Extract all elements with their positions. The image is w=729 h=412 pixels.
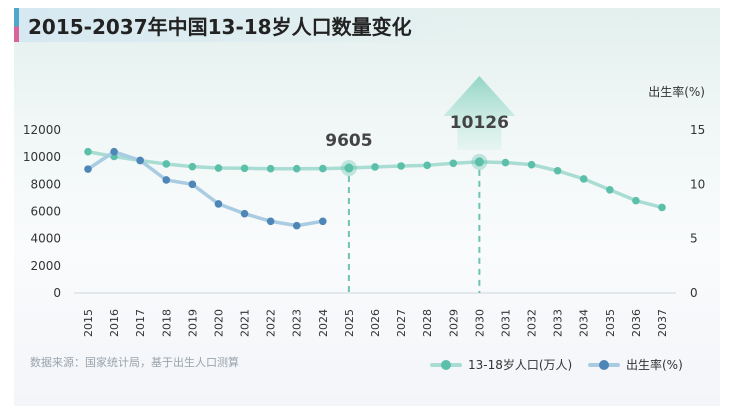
birth-rate-point-2017 <box>136 156 144 165</box>
chart-panel <box>14 8 720 406</box>
right-axis-tick-label: 10 <box>690 177 705 191</box>
highlight-point-2030 <box>474 157 484 167</box>
legend-label-population: 13-18岁人口(万人) <box>468 358 573 372</box>
birth-rate-point-2024 <box>319 217 327 226</box>
population-point-2032 <box>527 160 536 169</box>
legend-item-population: 13-18岁人口(万人) <box>430 356 572 373</box>
left-axis-tick-label: 10000 <box>23 150 61 164</box>
highlight-point-2025 <box>344 163 354 173</box>
chart-title: 2015-2037年中国13-18岁人口数量变化 <box>28 15 412 39</box>
x-axis-tick-label: 2023 <box>291 309 304 337</box>
population-point-2029 <box>449 159 458 168</box>
left-axis-tick-label: 12000 <box>23 123 61 137</box>
x-axis-tick-label: 2024 <box>317 309 330 337</box>
population-point-2035 <box>606 185 614 194</box>
birth-rate-point-2019 <box>188 180 197 189</box>
x-axis-tick-label: 2031 <box>499 309 512 337</box>
x-axis-tick-label: 2027 <box>395 309 408 337</box>
x-axis-tick-label: 2018 <box>160 309 173 337</box>
birth-rate-point-2021 <box>240 209 249 218</box>
population-point-2037 <box>658 203 666 212</box>
right-axis-tick-label: 15 <box>690 123 705 137</box>
population-point-2028 <box>423 161 431 170</box>
title-accent-bar <box>14 8 19 42</box>
x-axis-tick-label: 2035 <box>604 309 617 337</box>
population-point-2022 <box>266 164 275 173</box>
x-axis-tick-label: 2036 <box>630 309 643 337</box>
x-axis-tick-label: 2025 <box>343 309 356 337</box>
annotation-label-2025: 9605 <box>325 131 372 151</box>
legend-item-birth-rate: 出生率(%) <box>588 356 683 373</box>
birth-rate-point-2023 <box>292 221 301 230</box>
population-point-2031 <box>501 158 510 167</box>
left-axis-tick-label: 6000 <box>30 205 61 219</box>
population-point-2024 <box>319 164 327 173</box>
birth-rate-point-2016 <box>110 147 118 156</box>
population-point-2033 <box>553 166 562 175</box>
population-point-2018 <box>162 160 171 168</box>
legend-swatch-population <box>430 359 462 370</box>
birth-rate-point-2020 <box>214 200 223 208</box>
birth-rate-point-2022 <box>266 217 275 226</box>
x-axis-tick-label: 2016 <box>108 309 121 337</box>
right-axis-tick-label: 0 <box>690 286 698 300</box>
title-background <box>19 8 459 42</box>
x-axis-tick-label: 2033 <box>552 309 565 337</box>
x-axis-tick-label: 2034 <box>578 309 591 337</box>
left-axis-tick-label: 4000 <box>30 232 61 246</box>
population-point-2026 <box>371 163 379 171</box>
annotation-label-2030: 10126 <box>450 113 509 133</box>
population-point-2027 <box>397 162 405 170</box>
legend-dot-population <box>441 359 451 370</box>
legend-label-birth-rate: 出生率(%) <box>626 358 683 372</box>
x-axis-tick-label: 2022 <box>265 309 278 337</box>
birth-rate-point-2018 <box>162 176 171 184</box>
x-axis-tick-label: 2037 <box>656 309 669 337</box>
x-axis-tick-label: 2032 <box>526 309 539 337</box>
left-axis-tick-label: 8000 <box>30 177 61 191</box>
x-axis-tick-label: 2017 <box>134 309 147 337</box>
x-axis-tick-label: 2030 <box>473 309 486 337</box>
x-axis-tick-label: 2019 <box>186 309 199 337</box>
data-source-note: 数据来源：国家统计局，基于出生人口测算 <box>30 356 239 369</box>
left-axis-tick-label: 0 <box>53 286 61 300</box>
population-point-2036 <box>632 196 640 205</box>
population-point-2034 <box>579 175 588 183</box>
left-axis-tick-label: 2000 <box>30 259 61 273</box>
legend-swatch-birth-rate <box>588 359 620 370</box>
population-point-2015 <box>84 147 92 156</box>
population-point-2020 <box>214 164 223 172</box>
x-axis-tick-label: 2020 <box>212 309 225 337</box>
legend-dot-birth-rate <box>599 359 609 370</box>
x-axis-tick-label: 2029 <box>447 309 460 337</box>
right-axis-title: 出生率(%) <box>648 84 705 99</box>
callout-arrow-2030 <box>443 76 516 150</box>
x-axis-tick-label: 2015 <box>82 309 95 337</box>
right-axis-tick-label: 5 <box>690 232 698 246</box>
population-point-2019 <box>188 162 197 171</box>
series-line-birth-rate <box>86 149 325 228</box>
population-point-2023 <box>292 164 301 173</box>
x-axis-tick-label: 2028 <box>421 309 434 337</box>
x-axis-tick-label: 2021 <box>239 309 252 337</box>
x-axis-tick-label: 2026 <box>369 309 382 337</box>
birth-rate-point-2015 <box>84 165 92 173</box>
population-point-2021 <box>240 164 249 173</box>
